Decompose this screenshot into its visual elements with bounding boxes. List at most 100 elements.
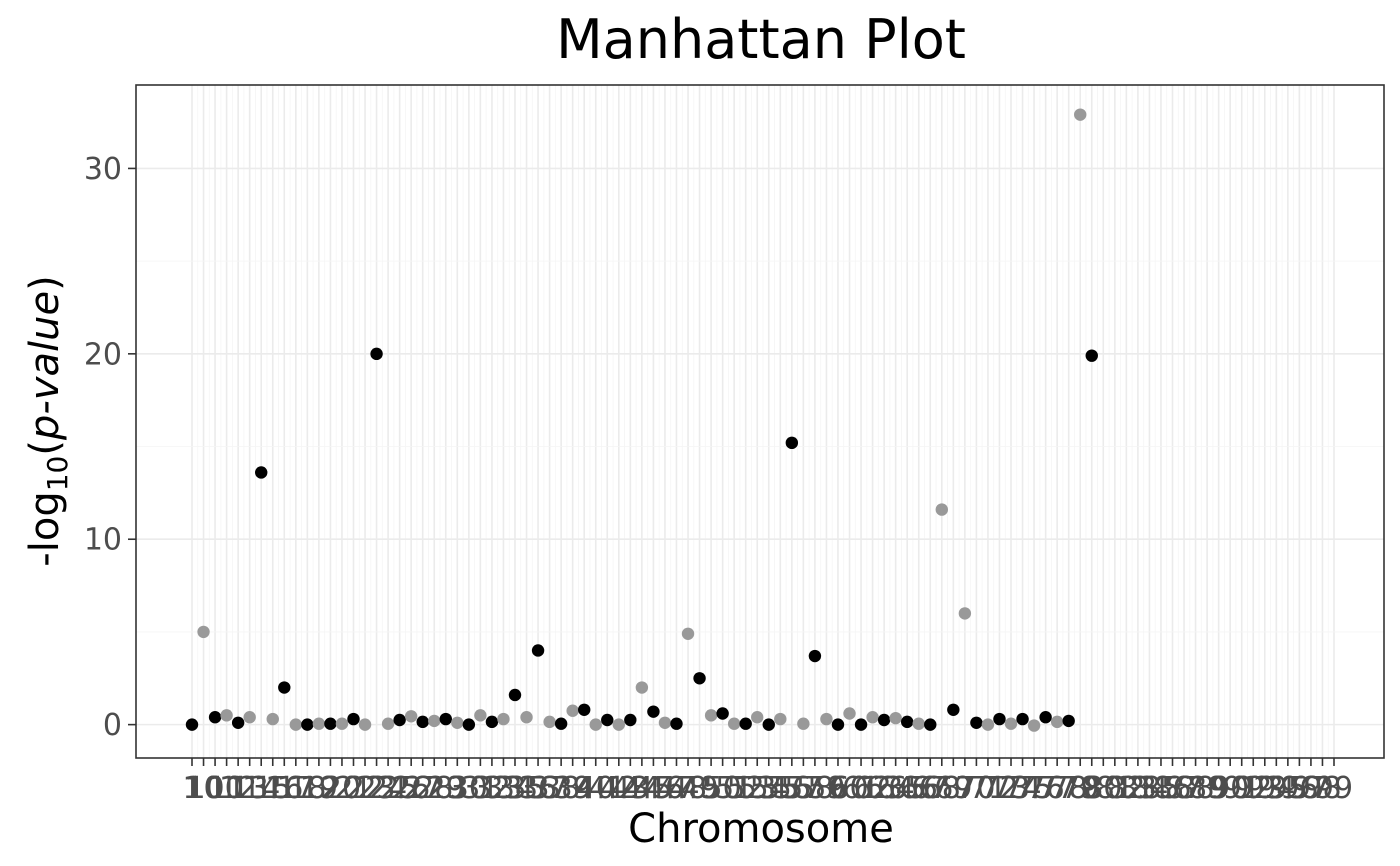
chart-title: Manhattan Plot — [556, 8, 966, 71]
x-tick-label: 96 — [1280, 771, 1318, 806]
data-point — [820, 712, 833, 726]
x-tick-label: 6 — [828, 771, 847, 806]
x-tick-label: 83 — [1119, 771, 1157, 806]
x-tick-label: 21 — [334, 771, 372, 806]
data-point — [912, 717, 925, 730]
data-point — [635, 681, 649, 694]
x-tick-label: 89 — [1188, 771, 1226, 806]
data-point — [347, 712, 360, 726]
y-axis-ticks: 0 10 20 30 — [84, 152, 136, 743]
data-point — [451, 716, 464, 729]
x-tick-label: 14 — [242, 771, 280, 806]
x-axis-ticks: 1101001112131415161718192202122232425262… — [182, 758, 1353, 806]
data-point — [658, 716, 672, 729]
x-tick-label: 29 — [427, 771, 465, 806]
data-point — [785, 436, 799, 450]
data-point — [958, 607, 972, 620]
x-tick-label: 1 — [182, 771, 201, 806]
data-point — [520, 711, 533, 724]
data-point — [935, 503, 948, 516]
x-tick-label: 61 — [842, 771, 880, 806]
x-tick-label: 50 — [704, 771, 742, 806]
data-point — [255, 466, 268, 479]
x-tick-label: 32 — [473, 771, 511, 806]
data-point — [981, 718, 995, 731]
x-tick-label: 84 — [1130, 771, 1168, 806]
x-tick-label: 57 — [784, 771, 822, 806]
x-tick-label: 93 — [1246, 771, 1284, 806]
x-tick-label: 4 — [575, 771, 594, 806]
x-tick-label: 69 — [934, 771, 972, 806]
x-tick-label: 48 — [669, 771, 707, 806]
data-point — [624, 713, 637, 727]
data-point — [739, 717, 752, 730]
x-tick-label: 19 — [300, 771, 338, 806]
data-point — [185, 718, 199, 731]
x-tick-label: 43 — [611, 771, 649, 806]
x-tick-label: 13 — [231, 771, 269, 806]
data-point — [970, 716, 983, 729]
grid-lines — [136, 85, 1384, 758]
x-tick-label: 7 — [955, 771, 974, 806]
x-tick-label: 49 — [680, 771, 718, 806]
x-tick-label: 42 — [600, 771, 638, 806]
x-tick-label: 92 — [1234, 771, 1272, 806]
x-tick-label: 8 — [1082, 771, 1101, 806]
x-tick-label: 86 — [1153, 771, 1191, 806]
x-tick-label: 51 — [715, 771, 753, 806]
data-point — [889, 711, 902, 725]
x-tick-label: 17 — [277, 771, 315, 806]
x-tick-label: 30 — [450, 771, 488, 806]
data-points — [185, 108, 1098, 732]
x-tick-label: 56 — [773, 771, 811, 806]
data-point — [231, 716, 245, 729]
x-tick-label: 10 — [184, 771, 222, 806]
x-tick-label: 15 — [254, 771, 292, 806]
plot-panel — [136, 85, 1384, 758]
data-point — [289, 718, 303, 731]
data-point — [681, 627, 695, 640]
data-point — [947, 703, 960, 716]
data-point — [439, 712, 452, 726]
x-tick-label: 23 — [357, 771, 395, 806]
y-axis-title: -log10(p-value) — [22, 275, 74, 566]
x-tick-label: 75 — [1015, 771, 1053, 806]
x-tick-label: 98 — [1303, 771, 1341, 806]
data-point — [900, 715, 914, 729]
data-point — [993, 712, 1006, 726]
x-tick-label: 94 — [1257, 771, 1295, 806]
data-point — [866, 711, 879, 724]
x-tick-label: 97 — [1292, 771, 1330, 806]
data-point — [1062, 714, 1075, 728]
data-point — [1016, 712, 1029, 726]
x-tick-label: 70 — [957, 771, 995, 806]
data-point — [485, 715, 499, 729]
x-tick-label: 76 — [1027, 771, 1065, 806]
x-tick-label: 22 — [346, 771, 384, 806]
data-point — [508, 688, 522, 702]
data-point — [924, 718, 937, 731]
y-tick-label: 30 — [84, 152, 122, 187]
data-point — [831, 718, 845, 731]
x-tick-label: 88 — [1176, 771, 1214, 806]
x-tick-label: 28 — [415, 771, 453, 806]
data-point — [854, 718, 868, 731]
data-point — [774, 712, 787, 726]
x-tick-label: 24 — [369, 771, 407, 806]
x-tick-label: 39 — [554, 771, 592, 806]
data-point — [197, 625, 210, 639]
x-tick-label: 35 — [507, 771, 545, 806]
x-tick-label: 52 — [727, 771, 765, 806]
x-tick-label: 20 — [323, 771, 361, 806]
data-point — [278, 681, 291, 694]
x-tick-label: 79 — [1061, 771, 1099, 806]
data-point — [1085, 349, 1098, 362]
data-point — [716, 707, 729, 720]
x-tick-label: 72 — [980, 771, 1018, 806]
x-tick-label: 81 — [1096, 771, 1134, 806]
x-tick-label: 18 — [288, 771, 326, 806]
x-tick-label: 5 — [702, 771, 721, 806]
x-tick-label: 62 — [853, 771, 891, 806]
x-tick-label: 74 — [1003, 771, 1041, 806]
data-point — [762, 718, 775, 731]
